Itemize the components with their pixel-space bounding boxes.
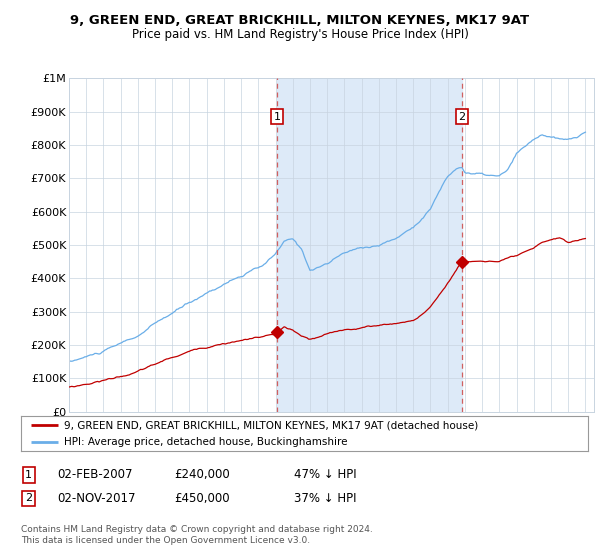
- Text: 47% ↓ HPI: 47% ↓ HPI: [294, 468, 356, 482]
- Text: 9, GREEN END, GREAT BRICKHILL, MILTON KEYNES, MK17 9AT: 9, GREEN END, GREAT BRICKHILL, MILTON KE…: [70, 14, 530, 27]
- Text: 2: 2: [25, 493, 32, 503]
- Text: 1: 1: [274, 111, 280, 122]
- Text: Price paid vs. HM Land Registry's House Price Index (HPI): Price paid vs. HM Land Registry's House …: [131, 28, 469, 41]
- Text: 37% ↓ HPI: 37% ↓ HPI: [294, 492, 356, 505]
- Bar: [277, 78, 462, 412]
- Text: 2: 2: [458, 111, 466, 122]
- Text: 1: 1: [25, 470, 32, 480]
- Text: 9, GREEN END, GREAT BRICKHILL, MILTON KEYNES, MK17 9AT (detached house): 9, GREEN END, GREAT BRICKHILL, MILTON KE…: [64, 421, 478, 431]
- Text: £240,000: £240,000: [174, 468, 230, 482]
- Text: Contains HM Land Registry data © Crown copyright and database right 2024.
This d: Contains HM Land Registry data © Crown c…: [21, 525, 373, 545]
- Text: 02-FEB-2007: 02-FEB-2007: [57, 468, 133, 482]
- Text: £450,000: £450,000: [174, 492, 230, 505]
- Text: 02-NOV-2017: 02-NOV-2017: [57, 492, 136, 505]
- Text: HPI: Average price, detached house, Buckinghamshire: HPI: Average price, detached house, Buck…: [64, 437, 347, 447]
